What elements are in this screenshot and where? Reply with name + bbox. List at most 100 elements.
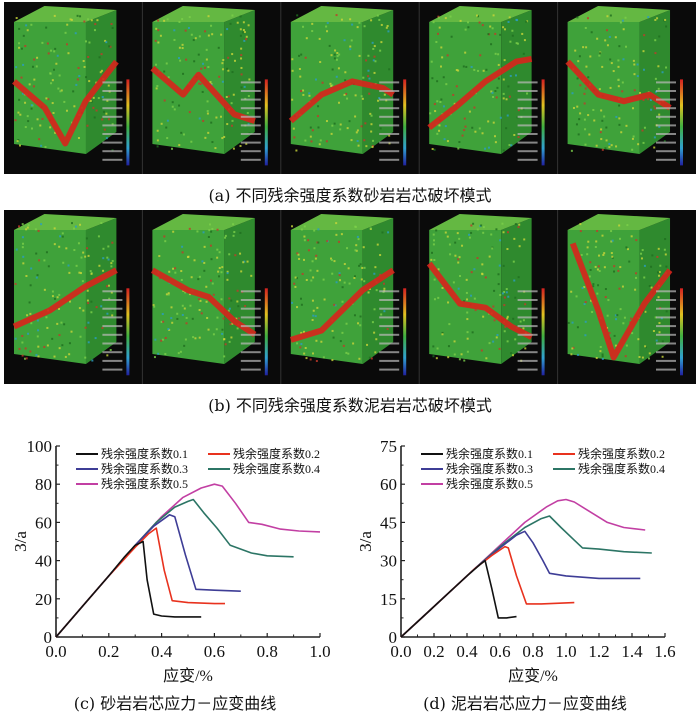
core-front-face	[290, 22, 363, 154]
legend-label: 残余强度系数0.3	[446, 461, 533, 476]
y-tick-label: 0	[44, 628, 53, 647]
color-scale-bar	[264, 79, 268, 166]
sandstone-failure-image	[12, 2, 683, 174]
color-scale-bar	[680, 288, 683, 376]
core-top-face	[429, 214, 532, 230]
fracture-band	[426, 261, 534, 340]
core-side-face	[85, 218, 117, 364]
sandstone-stress-strain-chart: 0 20 40 60 80 100 0.0 0.2 0.4 0.6 0.8 1.0 应变/% 3/a 残余强…	[0, 430, 350, 692]
x-tick-label: 0.2	[98, 642, 119, 661]
fracture-band	[427, 56, 533, 130]
x-axis-label: 应变/%	[508, 666, 558, 685]
caption-c: (c) 砂岩岩芯应力－应变曲线	[73, 694, 277, 713]
color-scale-bar	[126, 288, 130, 376]
color-scale-bar	[403, 79, 407, 166]
y-tick-label: 30	[380, 552, 397, 571]
core-top-face	[14, 6, 117, 22]
y-tick-label: 60	[380, 475, 397, 494]
x-tick-label: 0.2	[423, 642, 444, 661]
series-line	[400, 545, 575, 638]
series-line	[55, 483, 321, 638]
y-tick-label: 75	[380, 437, 397, 456]
legend-label: 残余强度系数0.5	[446, 476, 533, 491]
mudstone-failure-image	[12, 210, 683, 384]
x-tick-label: 1.0	[309, 642, 330, 661]
color-scale-bar	[541, 79, 545, 166]
core-top-face	[429, 6, 532, 22]
chart-d-svg: 0 15 30 45 60 75 0.0 0.2 0.4 0.6 0.8 1.0 1.2 1.4 1.6 应变…	[356, 437, 676, 685]
color-scale-bar	[541, 288, 545, 376]
core-panel-sandstone-0.5	[557, 2, 683, 174]
y-axis-label: 3/a	[356, 531, 375, 552]
core-top-face	[14, 214, 117, 230]
x-tick-label: 0.0	[45, 642, 66, 661]
core-top-face	[290, 6, 394, 22]
x-tick-label: 1.4	[621, 642, 643, 661]
mudstone-stress-strain-chart: 0 15 30 45 60 75 0.0 0.2 0.4 0.6 0.8 1.0 1.2 1.4 1.6 应变…	[350, 430, 700, 692]
mudstone-failure-panels	[4, 210, 696, 384]
color-scale-bar	[264, 288, 268, 376]
core-panel-mudstone-0.4	[418, 210, 545, 384]
core-panel-mudstone-0.1	[12, 214, 130, 376]
legend-label: 残余强度系数0.3	[101, 461, 188, 476]
core-panel-sandstone-0.1	[12, 6, 130, 166]
core-front-face	[567, 230, 640, 364]
core-panel-mudstone-0.5	[557, 210, 683, 384]
core-front-face	[14, 22, 86, 154]
y-tick-label: 60	[35, 513, 52, 532]
legend-label: 残余强度系数0.4	[578, 461, 665, 476]
core-front-face	[152, 230, 225, 364]
chart-legend: 残余强度系数0.1 残余强度系数0.2 残余强度系数0.3 残余强度系数0.4 残余强度…	[76, 446, 320, 491]
core-front-face	[567, 22, 640, 154]
x-tick-label: 0.6	[204, 642, 225, 661]
legend-label: 残余强度系数0.2	[233, 446, 320, 461]
fracture-band	[12, 59, 119, 147]
y-tick-label: 100	[27, 437, 53, 456]
x-tick-label: 0.6	[489, 642, 510, 661]
x-tick-label: 0.4	[456, 642, 478, 661]
legend-label: 残余强度系数0.1	[101, 446, 188, 461]
y-tick-label: 15	[380, 590, 397, 609]
caption-b: (b) 不同残余强度系数泥岩岩芯破坏模式	[208, 396, 492, 415]
core-front-face	[429, 22, 502, 154]
x-tick-label: 1.6	[654, 642, 675, 661]
core-panel-mudstone-0.3	[280, 210, 407, 384]
core-top-face	[567, 214, 671, 230]
x-tick-label: 1.0	[555, 642, 576, 661]
series-line	[55, 527, 225, 638]
core-panel-sandstone-0.4	[418, 2, 545, 174]
y-tick-label: 45	[380, 513, 397, 532]
core-top-face	[290, 214, 394, 230]
fracture-band	[289, 267, 395, 343]
core-top-face	[152, 6, 255, 22]
caption-d: (d) 泥岩岩芯应力－应变曲线	[423, 694, 627, 713]
series-line	[400, 530, 641, 638]
color-scale-bar	[680, 79, 683, 166]
core-panel-sandstone-0.2	[141, 2, 268, 174]
legend-label: 残余强度系数0.4	[233, 461, 320, 476]
series-line	[400, 559, 517, 638]
caption-a: (a) 不同残余强度系数砂岩岩芯破坏模式	[208, 186, 492, 205]
core-side-face	[362, 10, 394, 154]
fracture-band	[569, 242, 673, 361]
core-panel-mudstone-0.2	[141, 210, 268, 384]
legend-label: 残余强度系数0.5	[101, 476, 188, 491]
x-tick-label: 0.8	[257, 642, 278, 661]
y-tick-label: 40	[35, 552, 52, 571]
x-tick-label: 0.0	[390, 642, 411, 661]
legend-label: 残余强度系数0.1	[446, 446, 533, 461]
legend-label: 残余强度系数0.2	[578, 446, 665, 461]
x-tick-label: 0.8	[522, 642, 543, 661]
x-tick-label: 0.4	[151, 642, 173, 661]
y-tick-label: 0	[389, 628, 398, 647]
y-tick-label: 80	[35, 475, 52, 494]
chart-legend: 残余强度系数0.1 残余强度系数0.2 残余强度系数0.3 残余强度系数0.4 残余强度…	[421, 446, 665, 491]
series-line	[55, 540, 202, 638]
x-axis-label: 应变/%	[163, 666, 213, 685]
y-tick-label: 20	[35, 590, 52, 609]
chart-c-svg: 0 20 40 60 80 100 0.0 0.2 0.4 0.6 0.8 1.0 应变/% 3/a 残余强…	[11, 437, 331, 685]
y-axis-label: 3/a	[11, 531, 30, 552]
core-top-face	[567, 6, 671, 22]
color-scale-bar	[126, 79, 130, 166]
sandstone-failure-panels	[4, 2, 696, 174]
